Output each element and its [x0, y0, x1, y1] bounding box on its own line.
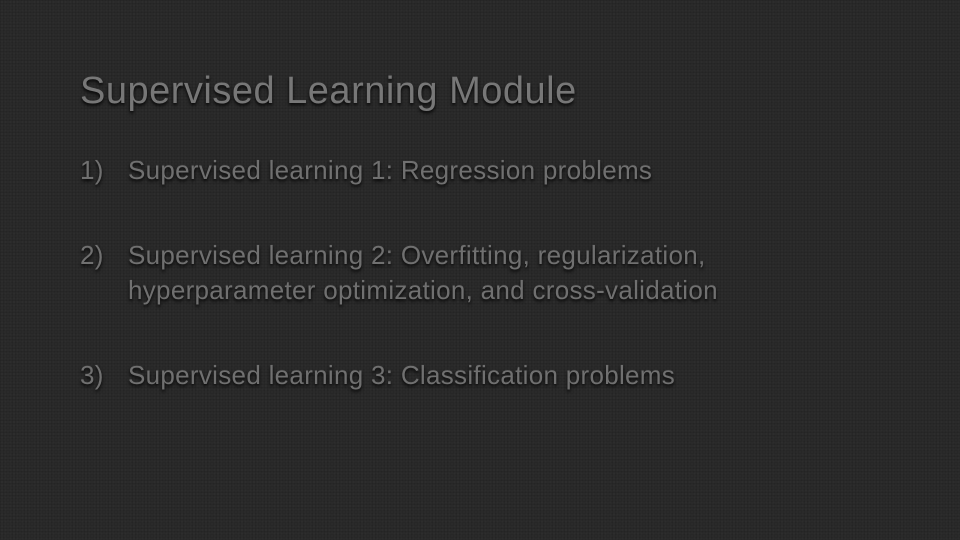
slide-list: Supervised learning 1: Regression proble… — [80, 153, 880, 393]
slide: Supervised Learning Module Supervised le… — [0, 0, 960, 540]
list-item: Supervised learning 1: Regression proble… — [80, 153, 880, 188]
list-item: Supervised learning 3: Classification pr… — [80, 358, 880, 393]
list-item: Supervised learning 2: Overfitting, regu… — [80, 238, 880, 308]
slide-title: Supervised Learning Module — [80, 70, 880, 113]
